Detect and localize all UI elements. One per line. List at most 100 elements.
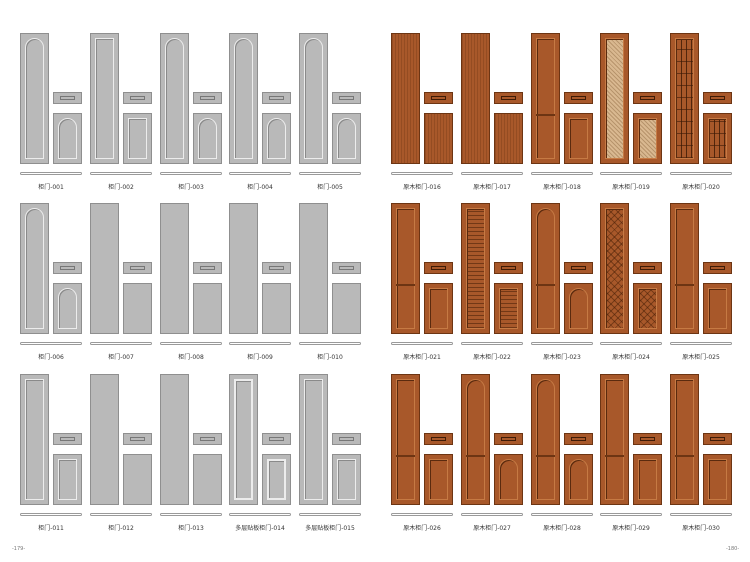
door-panel-inset — [569, 288, 588, 329]
drawer-handle-icon — [339, 436, 354, 442]
door-label: 原木柜门-017 — [473, 184, 511, 191]
door-profile-view — [600, 342, 662, 345]
door-label: 柜门-005 — [317, 184, 343, 191]
cabinet-door-drawer — [332, 92, 361, 104]
cabinet-door-drawer — [494, 433, 523, 445]
cabinet-door-low — [494, 113, 523, 164]
door-profile-view — [531, 342, 593, 345]
cabinet-door-drawer — [262, 433, 291, 445]
door-set: 柜门-009 — [229, 203, 291, 363]
door-label: 原木柜门-022 — [473, 354, 511, 361]
door-set: 原木柜门-026 — [391, 374, 453, 534]
drawer-handle-icon — [269, 265, 284, 271]
door-label: 多层贴板柜门-014 — [235, 525, 285, 532]
door-panel-inset — [536, 208, 555, 329]
door-profile-view — [160, 342, 222, 345]
door-profile-view — [20, 172, 82, 175]
door-set: 柜门-007 — [90, 203, 152, 363]
door-profile-view — [299, 513, 361, 516]
door-profile-view — [461, 513, 523, 516]
door-set: 原木柜门-025 — [670, 203, 732, 363]
door-mid-rail — [675, 454, 694, 457]
door-mid-rail — [536, 283, 555, 286]
cabinet-door-drawer — [53, 92, 82, 104]
cabinet-door-drawer — [193, 92, 222, 104]
drawer-handle-icon — [710, 95, 725, 101]
door-mid-rail — [675, 283, 694, 286]
door-label: 多层贴板柜门-015 — [305, 525, 355, 532]
door-panel-inset — [605, 379, 624, 500]
door-set: 原木柜门-029 — [600, 374, 662, 534]
door-panel-inset — [536, 379, 555, 500]
door-panel-inset — [429, 459, 448, 500]
cabinet-door-drawer — [193, 262, 222, 274]
drawer-handle-icon — [130, 95, 145, 101]
door-panel-inset — [569, 118, 588, 159]
door-profile-view — [670, 513, 732, 516]
door-label: 原木柜门-018 — [543, 184, 581, 191]
door-profile-view — [391, 172, 453, 175]
door-panel-inset — [466, 379, 485, 500]
cabinet-door-tall — [299, 203, 328, 334]
door-label: 原木柜门-029 — [612, 525, 650, 532]
door-panel-inset — [58, 118, 77, 159]
cabinet-door-low — [53, 454, 82, 505]
cabinet-door-low — [123, 113, 152, 164]
door-set: 原木柜门-016 — [391, 33, 453, 193]
door-set: 原木柜门-023 — [531, 203, 593, 363]
cabinet-door-drawer — [53, 262, 82, 274]
door-label: 柜门-007 — [108, 354, 134, 361]
cabinet-door-tall — [299, 374, 328, 505]
door-set: 柜门-010 — [299, 203, 361, 363]
cabinet-door-tall — [600, 203, 629, 334]
cabinet-door-tall — [229, 33, 258, 164]
door-profile-view — [90, 172, 152, 175]
door-panel-inset — [499, 459, 518, 500]
cabinet-door-tall — [600, 33, 629, 164]
cabinet-door-drawer — [494, 92, 523, 104]
door-set: 柜门-011 — [20, 374, 82, 534]
door-mid-rail — [396, 283, 415, 286]
door-panel-inset — [638, 459, 657, 500]
door-profile-view — [531, 172, 593, 175]
cabinet-door-tall — [229, 203, 258, 334]
cabinet-door-low — [332, 454, 361, 505]
door-label: 柜门-009 — [247, 354, 273, 361]
door-label: 原木柜门-016 — [403, 184, 441, 191]
cabinet-door-low — [193, 283, 222, 334]
door-mid-rail — [536, 454, 555, 457]
drawer-handle-icon — [431, 265, 446, 271]
drawer-handle-icon — [640, 265, 655, 271]
cabinet-door-tall — [531, 203, 560, 334]
cabinet-door-tall — [461, 203, 490, 334]
cabinet-door-drawer — [633, 433, 662, 445]
door-panel-inset — [234, 38, 253, 159]
cabinet-door-tall — [20, 33, 49, 164]
door-panel-inset — [675, 208, 694, 329]
door-set: 柜门-012 — [90, 374, 152, 534]
cabinet-door-tall — [670, 203, 699, 334]
cabinet-door-tall — [670, 374, 699, 505]
cabinet-door-tall — [90, 33, 119, 164]
door-set: 原木柜门-024 — [600, 203, 662, 363]
cabinet-door-drawer — [633, 92, 662, 104]
door-profile-view — [299, 172, 361, 175]
door-panel-inset — [638, 288, 657, 329]
cabinet-door-drawer — [564, 92, 593, 104]
cabinet-door-low — [123, 283, 152, 334]
cabinet-door-low — [564, 454, 593, 505]
cabinet-door-low — [494, 283, 523, 334]
cabinet-door-drawer — [703, 433, 732, 445]
page-number-left: -179- — [12, 546, 26, 552]
cabinet-door-tall — [299, 33, 328, 164]
door-label: 柜门-006 — [38, 354, 64, 361]
door-profile-view — [20, 513, 82, 516]
cabinet-door-low — [262, 454, 291, 505]
door-panel-inset — [708, 118, 727, 159]
door-label: 原木柜门-019 — [612, 184, 650, 191]
drawer-handle-icon — [60, 95, 75, 101]
door-label: 柜门-008 — [178, 354, 204, 361]
door-mid-rail — [536, 113, 555, 116]
cabinet-door-drawer — [703, 262, 732, 274]
